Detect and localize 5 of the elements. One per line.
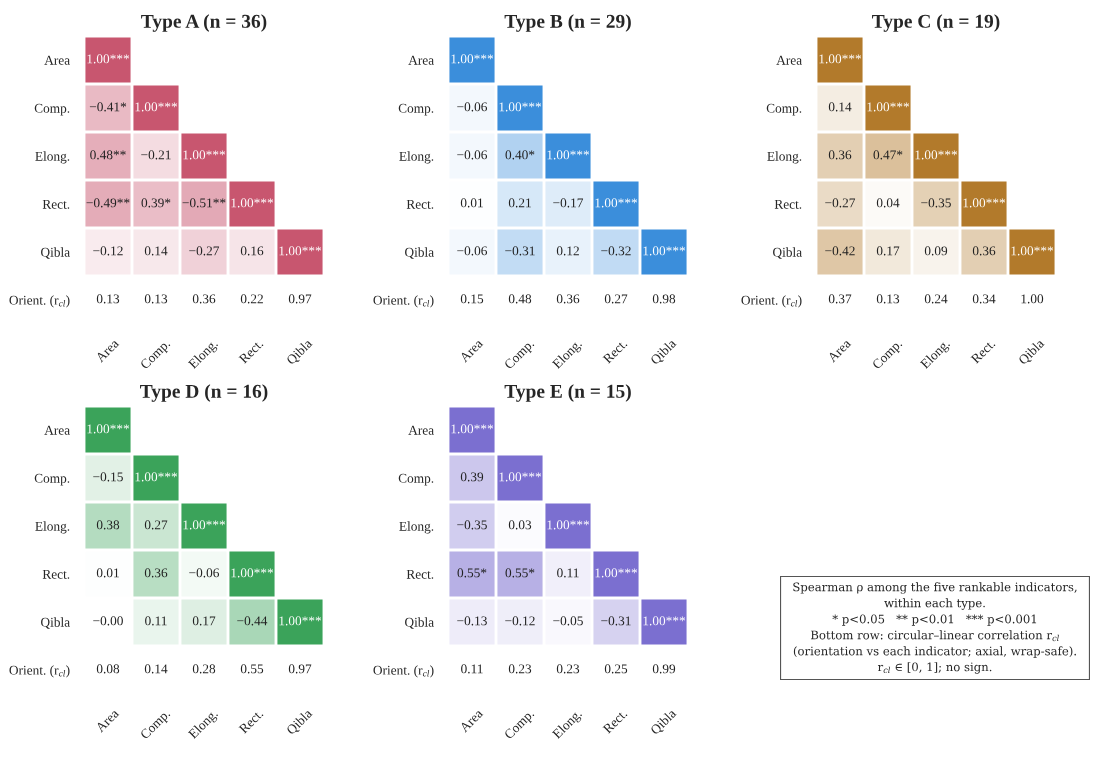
chart-title: Type A (n = 36)	[141, 14, 267, 32]
chart-title: Type D (n = 16)	[140, 384, 268, 402]
chart-title: Type B (n = 29)	[504, 14, 631, 32]
chart-title: Type C (n = 19)	[872, 14, 1000, 32]
chart-title: Type E (n = 15)	[504, 384, 631, 402]
